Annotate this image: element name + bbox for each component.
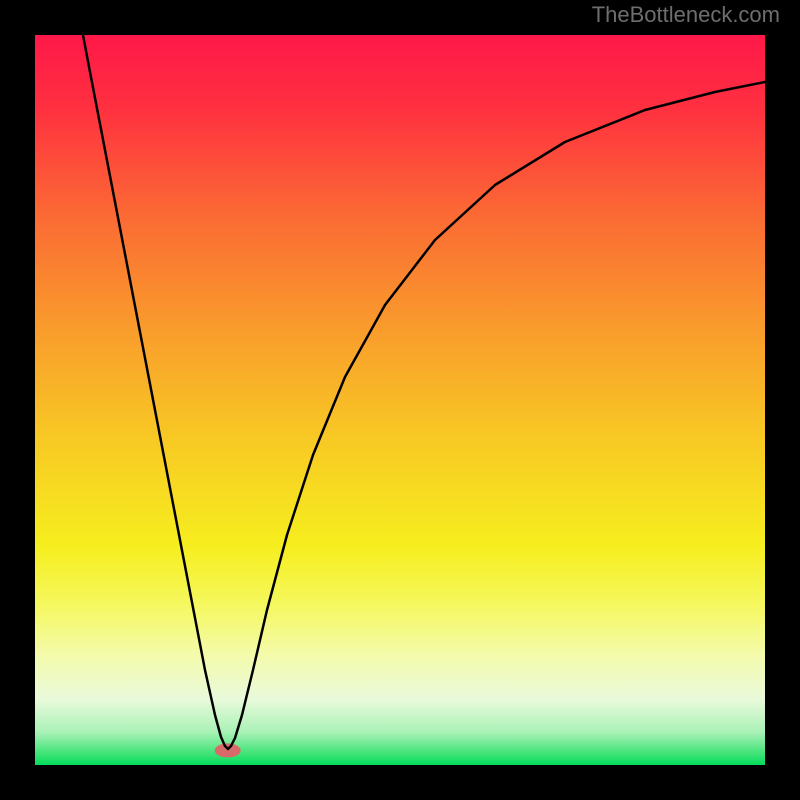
chart-container: TheBottleneck.com <box>0 0 800 800</box>
curve-path <box>83 35 765 749</box>
watermark-text: TheBottleneck.com <box>592 2 780 28</box>
marker-ellipse <box>215 743 241 757</box>
plot-area <box>35 35 765 765</box>
curve-svg <box>35 35 765 765</box>
